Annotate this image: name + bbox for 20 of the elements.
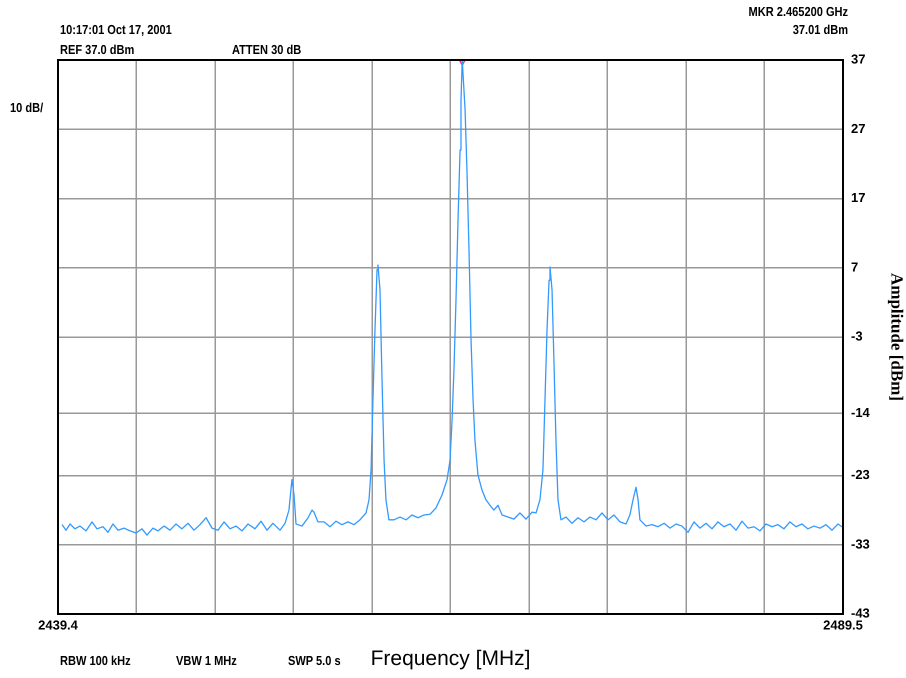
text: ATTEN 30 dB	[232, 42, 302, 57]
y-tick-label: 17	[851, 190, 866, 206]
y-tick-label: -3	[851, 328, 863, 344]
x-axis-title: Frequency [MHz]	[370, 647, 530, 670]
y-tick-label: -14	[851, 404, 871, 420]
text: 10 dB/	[10, 100, 44, 115]
text: SWP 5.0 s	[288, 653, 341, 668]
text: 37.01 dBm	[792, 22, 848, 37]
text: VBW 1 MHz	[176, 653, 237, 668]
text: MKR 2.465200 GHz	[748, 4, 848, 19]
x-tick-label: 2439.4	[38, 617, 79, 632]
y-axis-title: Amplitude [dBm]	[887, 273, 906, 401]
text: 10:17:01 Oct 17, 2001	[60, 22, 172, 37]
y-tick-label: 37	[851, 52, 866, 67]
text: RBW 100 kHz	[60, 653, 131, 668]
y-tick-label: -23	[851, 467, 870, 482]
y-tick-label: 7	[851, 259, 858, 274]
text: REF 37.0 dBm	[60, 42, 134, 57]
y-tick-label: -33	[851, 536, 870, 552]
y-tick-label: 27	[851, 120, 866, 136]
